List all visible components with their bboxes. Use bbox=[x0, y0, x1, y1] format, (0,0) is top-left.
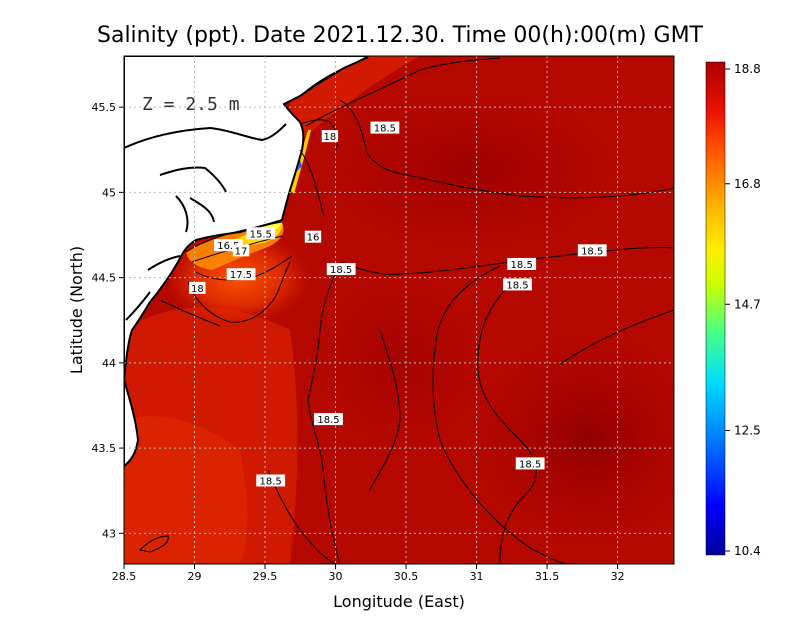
contour-label-box bbox=[226, 268, 256, 281]
contour-label: 18.5 bbox=[314, 413, 343, 426]
grid-lines bbox=[124, 56, 674, 564]
contour-labels: 18 18.5 15.5 16 16.517 18.5 18.5 18.5 17.5 18.5 18… bbox=[189, 121, 607, 487]
contour-label-box bbox=[314, 413, 343, 426]
contour-label: 16 bbox=[304, 230, 322, 244]
land-internal-lines bbox=[124, 123, 287, 321]
contour-label-box bbox=[515, 457, 545, 470]
contour-label-text: 18.5 bbox=[581, 246, 603, 257]
contour-label-box bbox=[370, 121, 400, 134]
map-title: Salinity (ppt). Date 2021.12.30. Time 00… bbox=[97, 23, 704, 48]
y-tick-label: 43 bbox=[102, 527, 116, 540]
contour-label-text: 18 bbox=[324, 132, 337, 143]
x-axis-ticks: 28.5 29 29.5 30 30.5 31 31.5 32 bbox=[112, 564, 625, 583]
x-tick-label: 29 bbox=[188, 570, 202, 583]
contour-label-box bbox=[256, 474, 286, 487]
y-tick-label: 43.5 bbox=[92, 442, 117, 455]
contour-label-box bbox=[326, 263, 356, 276]
y-tick-label: 44.5 bbox=[92, 272, 117, 285]
contour-label-text: 18.5 bbox=[374, 124, 396, 135]
colorbar bbox=[705, 61, 726, 556]
y-tick-label: 45 bbox=[102, 186, 116, 199]
contour-label: 18.5 bbox=[326, 263, 356, 276]
x-tick-label: 29.5 bbox=[253, 570, 278, 583]
y-tick-label: 44 bbox=[102, 357, 116, 370]
contour-label: 18.5 bbox=[507, 257, 537, 271]
y-tick-label: 45.5 bbox=[92, 101, 117, 114]
x-tick-label: 31.5 bbox=[535, 570, 560, 583]
contour-label-box bbox=[321, 130, 339, 143]
contour-label-box bbox=[304, 230, 322, 243]
contour-label: 18.5 bbox=[577, 244, 607, 257]
contour-label: 18.5 bbox=[370, 121, 400, 135]
contour-label-text: 18 bbox=[191, 284, 204, 295]
contour-label-text: 15.5 bbox=[250, 229, 272, 240]
contour-label: 17.5 bbox=[226, 268, 256, 281]
northern-high-salinity-zone bbox=[320, 90, 620, 250]
colorbar-tick-label: 16.8 bbox=[734, 177, 761, 191]
x-tick-label: 32 bbox=[611, 570, 625, 583]
colorbar-tick-label: 10.4 bbox=[734, 544, 761, 558]
colorbar-tick-label: 18.8 bbox=[734, 62, 761, 76]
contour-label-box bbox=[246, 227, 276, 240]
coastal-shelf-light bbox=[124, 416, 248, 564]
contour-label: 18.5 bbox=[515, 457, 545, 470]
contour-label: 18 bbox=[321, 130, 339, 143]
x-axis-title: Longitude (East) bbox=[333, 592, 465, 611]
contour-label-box bbox=[577, 244, 607, 257]
colorbar-ticks: 18.8 16.8 14.7 12.5 10.4 bbox=[725, 62, 761, 558]
plot-frame bbox=[123, 55, 675, 565]
contour-label-box bbox=[189, 281, 206, 294]
x-tick-label: 28.5 bbox=[112, 570, 137, 583]
contour-label-text: 18.5 bbox=[260, 476, 282, 487]
contour-label: 18.5 bbox=[503, 278, 532, 291]
y-axis-title: Latitude (North) bbox=[67, 246, 86, 374]
offshore-high-salinity-core bbox=[470, 330, 674, 550]
y-axis-ticks: 43 43.5 44 44.5 45 45.5 bbox=[92, 101, 124, 540]
contour-label-text: 17.5 bbox=[230, 270, 252, 281]
contour-label-text: 17 bbox=[235, 246, 248, 257]
depth-label: Z = 2.5 m bbox=[142, 94, 240, 115]
colorbar-tick-label: 14.7 bbox=[734, 297, 761, 311]
contour-label-text: 18.5 bbox=[317, 415, 339, 426]
contour-label: 18 bbox=[189, 281, 206, 295]
contour-label-text: 18.5 bbox=[511, 260, 533, 271]
contour-label: 15.5 bbox=[246, 227, 276, 240]
x-tick-label: 31 bbox=[470, 570, 484, 583]
contour-label: 18.5 bbox=[256, 474, 286, 487]
contour-label: 17 bbox=[232, 244, 250, 257]
contour-label-text: 18.5 bbox=[330, 265, 352, 276]
plot-area: 18 18.5 15.5 16 16.517 18.5 18.5 18.5 17.5 18.5 18… bbox=[124, 56, 674, 564]
contour-label-text: 18.5 bbox=[506, 280, 528, 291]
colorbar-tick-label: 12.5 bbox=[734, 424, 761, 438]
contour-label-text: 18.5 bbox=[519, 459, 541, 470]
contour-label-text: 16.5 bbox=[217, 241, 239, 252]
contour-label-text: 16 bbox=[307, 233, 320, 244]
contour-label-box bbox=[507, 257, 537, 270]
land-strip-south bbox=[124, 379, 140, 468]
x-tick-label: 30 bbox=[329, 570, 343, 583]
contour-label-box bbox=[232, 244, 250, 257]
x-tick-label: 30.5 bbox=[394, 570, 419, 583]
central-high-salinity-zone bbox=[310, 270, 490, 450]
contour-label-box bbox=[503, 278, 532, 291]
